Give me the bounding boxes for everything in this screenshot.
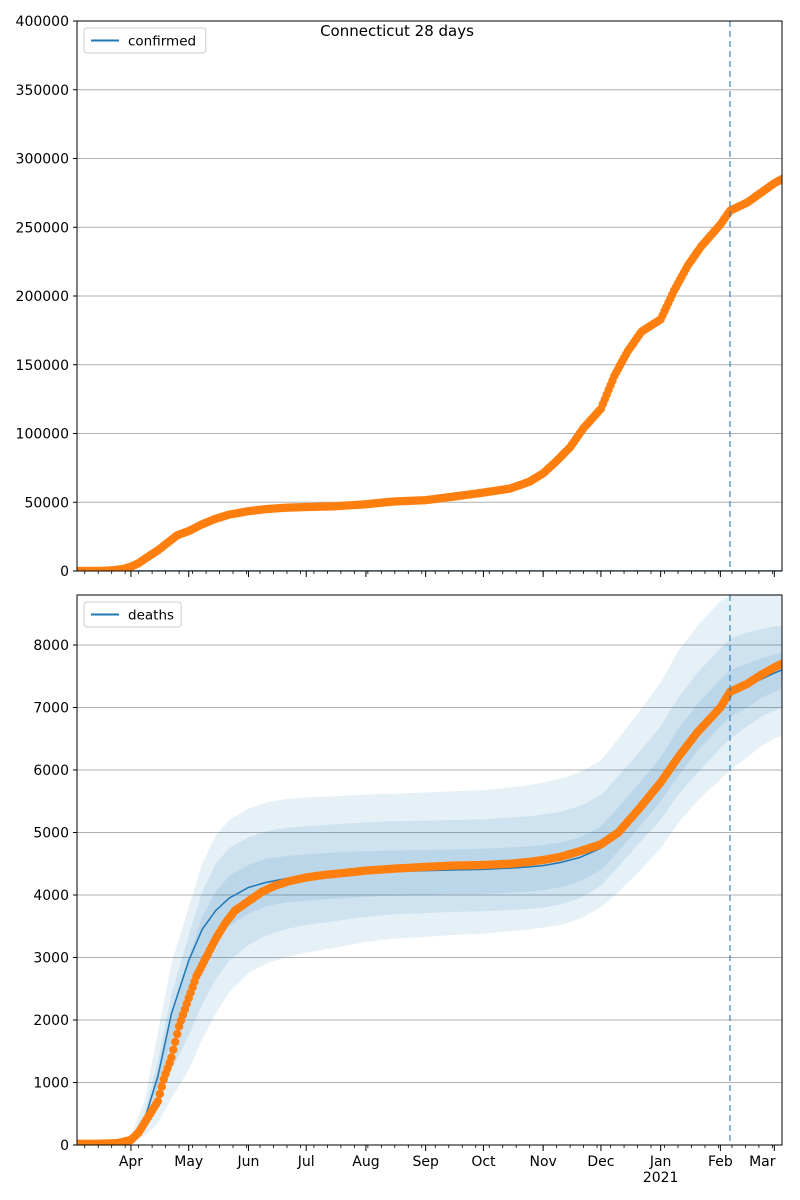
observed-point — [153, 1097, 163, 1106]
observed-point — [157, 1082, 166, 1091]
confirmed-panel: 0 50000 100000 150000 200000 250000 300000 3500… — [16, 14, 783, 580]
y-tick-label: 400000 — [16, 14, 69, 30]
observed-point — [169, 1045, 178, 1054]
x-tick-label: Oct — [471, 1154, 496, 1170]
y-tick-label: 1000 — [33, 1076, 69, 1092]
x-tick-label: Mar — [749, 1154, 776, 1170]
observed-point — [171, 1037, 180, 1047]
x-tick-label: Jul — [297, 1154, 315, 1170]
observed-points — [77, 659, 782, 1145]
observed-points — [77, 174, 782, 571]
axes-frame — [76, 594, 783, 1146]
observed-point — [777, 174, 782, 184]
y-tick-label: 0 — [60, 1138, 69, 1154]
y-tick-label: 4000 — [33, 888, 69, 904]
y-tick-label: 3000 — [33, 951, 69, 967]
legend: confirmed — [83, 27, 207, 54]
x-tick-label: Aug — [352, 1154, 379, 1170]
y-tick-label: 2000 — [33, 1013, 69, 1029]
y-tick-label: 200000 — [16, 289, 69, 305]
y-tick-label: 0 — [60, 564, 69, 580]
y-tick-label: 250000 — [16, 220, 69, 236]
figure-title: Connecticut 28 days — [320, 22, 474, 40]
observed-point — [167, 1053, 176, 1062]
x-tick-label: Feb — [708, 1154, 733, 1170]
plot-area — [77, 595, 782, 1145]
plot-area — [77, 174, 782, 571]
x-tick-label: Dec — [587, 1154, 614, 1170]
x-tick-label: May — [174, 1154, 203, 1170]
uncertainty-band-3 — [77, 652, 782, 1145]
y-tick-label: 300000 — [16, 152, 69, 168]
legend-label: deaths — [128, 608, 174, 624]
x-tick-label: Jan — [649, 1154, 672, 1170]
y-tick-label: 5000 — [33, 826, 69, 842]
x-tick-label: Jun — [236, 1154, 259, 1170]
y-tick-label: 8000 — [33, 638, 69, 654]
x-tick-sublabel: 2021 — [643, 1170, 679, 1186]
observed-point — [777, 659, 782, 668]
y-tick-label: 100000 — [16, 427, 69, 443]
legend-box — [83, 601, 182, 628]
observed-point — [173, 1029, 182, 1039]
observed-point — [155, 1089, 164, 1099]
y-tick-label: 7000 — [33, 701, 69, 717]
x-tick-label: Sep — [412, 1154, 439, 1170]
legend-box — [83, 27, 207, 54]
uncertainty-band-2 — [77, 626, 782, 1145]
y-tick-label: 6000 — [33, 763, 69, 779]
deaths-panel: 0 1000 2000 3000 4000 5000 6000 7000 8000 Apr May J… — [33, 594, 783, 1186]
legend: deaths — [83, 601, 182, 628]
x-tick-label: Apr — [119, 1154, 143, 1170]
y-tick-label: 150000 — [16, 358, 69, 374]
x-tick-label: Nov — [529, 1154, 556, 1170]
y-tick-label: 350000 — [16, 83, 69, 99]
y-tick-label: 50000 — [24, 495, 69, 511]
legend-label: confirmed — [128, 34, 196, 50]
